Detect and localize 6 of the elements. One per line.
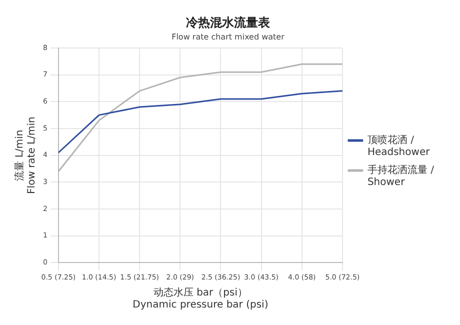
- chart-title: 冷热混水流量表: [186, 15, 271, 30]
- legend-label: 顶喷花洒 / Headshower: [367, 134, 431, 158]
- legend-label: 手持花洒流量 / Shower: [367, 164, 435, 188]
- chart-subtitle: Flow rate chart mixed water: [172, 32, 286, 42]
- y-axis-title: 流量 L/min Flow rate L/min: [14, 116, 38, 194]
- x-axis-title: 动态水压 bar（psi） Dynamic pressure bar (psi): [132, 286, 268, 311]
